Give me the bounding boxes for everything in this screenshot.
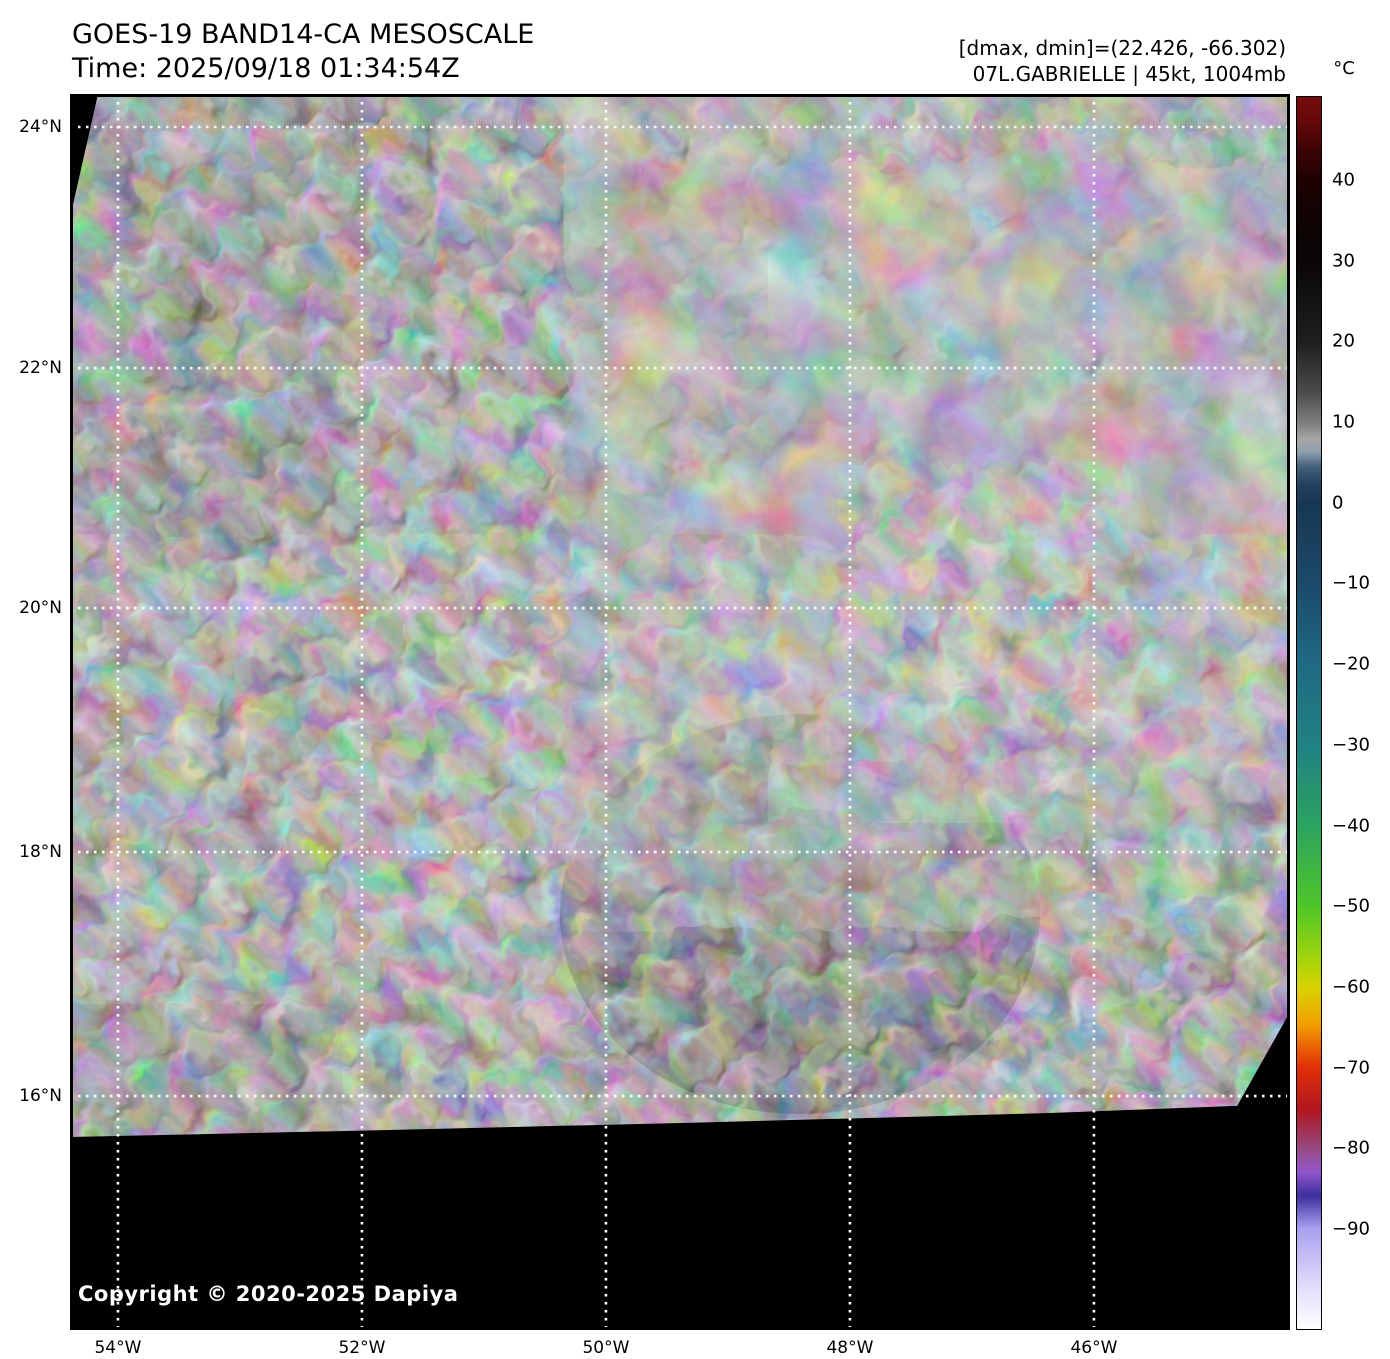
satellite-map-panel: Copyright © 2020-2025 Dapiya — [70, 94, 1290, 1330]
copyright-text: Copyright © 2020-2025 Dapiya — [78, 1282, 459, 1306]
colorbar — [1296, 96, 1322, 1330]
satellite-imagery — [70, 94, 1290, 1330]
lat-tick-label: 20°N — [19, 598, 62, 619]
colorbar-unit-label: °C — [1333, 58, 1355, 79]
colorbar-tick-label: 10 — [1332, 411, 1355, 433]
lon-tick-label: 46°W — [1070, 1338, 1118, 1358]
colorbar-tick-label: 30 — [1332, 250, 1355, 272]
colorbar-tick-label: 20 — [1332, 330, 1355, 352]
lat-tick-label: 18°N — [19, 842, 62, 863]
figure-title: GOES-19 BAND14-CA MESOSCALE — [72, 19, 535, 50]
lat-tick-label: 22°N — [19, 358, 62, 379]
colorbar-tick-label: −10 — [1332, 572, 1370, 594]
map-border — [70, 94, 1290, 1330]
storm-intensity-readout: 07L.GABRIELLE | 45kt, 1004mb — [972, 62, 1286, 86]
colorbar-tick-label: −80 — [1332, 1137, 1370, 1159]
lat-tick-label: 16°N — [19, 1086, 62, 1107]
colorbar-tick-label: 40 — [1332, 169, 1355, 191]
colorbar-tick-label: −50 — [1332, 895, 1370, 917]
lon-tick-label: 52°W — [338, 1338, 386, 1358]
title-block: GOES-19 BAND14-CA MESOSCALE Time: 2025/0… — [72, 18, 534, 86]
colorbar-tick-label: −30 — [1332, 734, 1370, 756]
lon-tick-label: 48°W — [826, 1338, 874, 1358]
gridlines — [70, 94, 1290, 1330]
colorbar-tick-label: −20 — [1332, 653, 1370, 675]
colorbar-tick-label: −60 — [1332, 976, 1370, 998]
colorbar-tick-label: −90 — [1332, 1218, 1370, 1240]
dmax-dmin-readout: [dmax, dmin]=(22.426, -66.302) — [958, 36, 1286, 60]
lon-tick-label: 50°W — [582, 1338, 630, 1358]
figure-timestamp: Time: 2025/09/18 01:34:54Z — [72, 53, 460, 84]
colorbar-tick-label: −40 — [1332, 815, 1370, 837]
colorbar-tick-label: −70 — [1332, 1057, 1370, 1079]
header-readouts: [dmax, dmin]=(22.426, -66.302) 07L.GABRI… — [959, 35, 1286, 87]
lon-tick-label: 54°W — [94, 1338, 142, 1358]
colorbar-tick-label: 0 — [1332, 492, 1344, 514]
lat-tick-label: 24°N — [19, 117, 62, 137]
